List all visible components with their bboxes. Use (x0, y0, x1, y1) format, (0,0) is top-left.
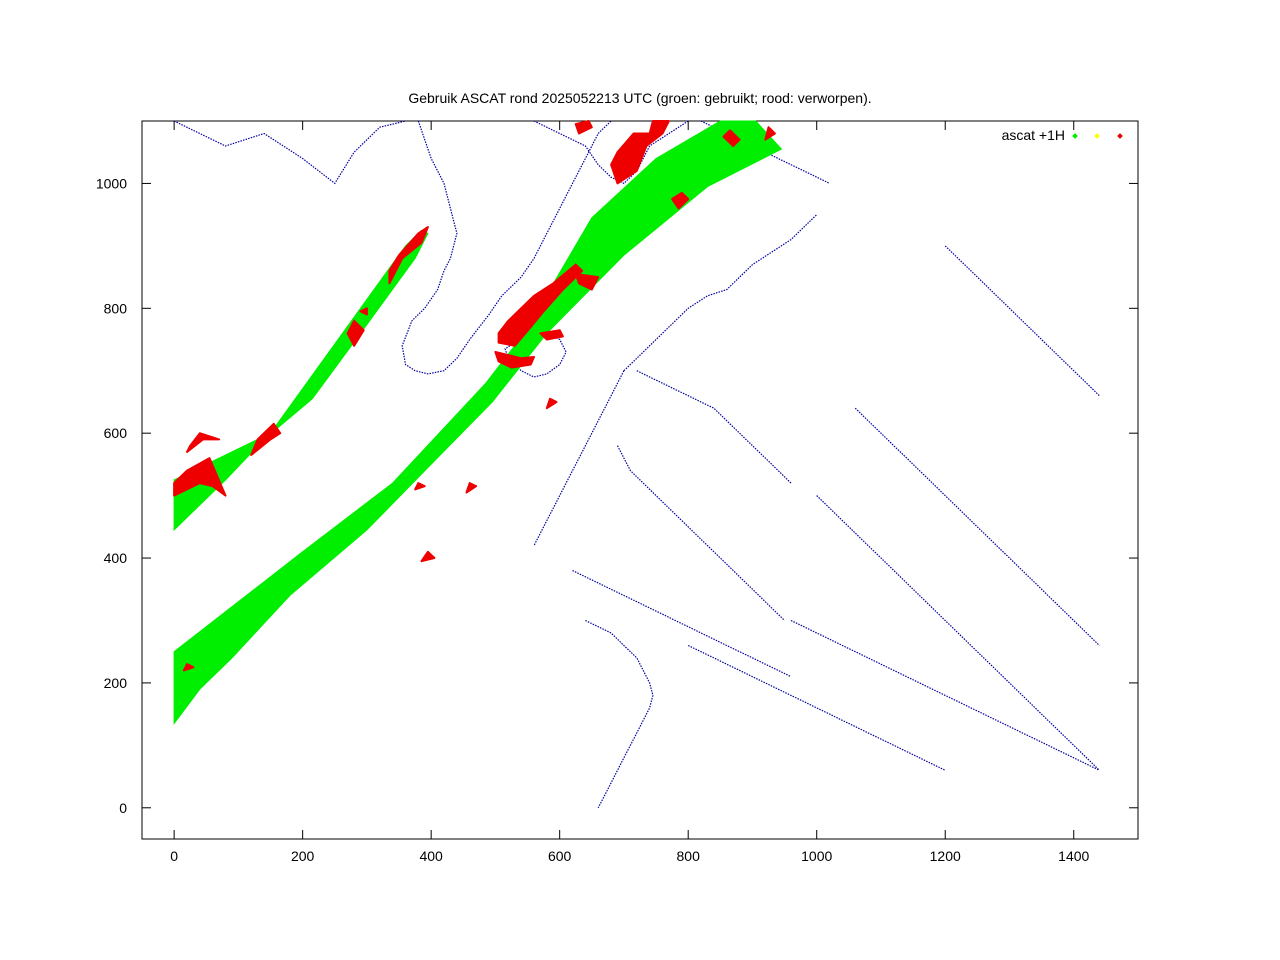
rejected-region (465, 482, 478, 494)
x-axis: 0 200 400 600 800 1000 1200 1400 (170, 121, 1090, 864)
y-tick-label: 0 (119, 800, 127, 816)
used-observations-layer (173, 120, 783, 726)
coastline-path (572, 569, 792, 678)
coastline-layer (173, 120, 1100, 809)
rejected-region (250, 422, 282, 456)
rejected-region (388, 226, 429, 285)
x-tick-label: 1000 (801, 848, 832, 864)
rejected-region (497, 263, 584, 347)
coastline-path (585, 619, 654, 809)
y-tick-label: 400 (104, 550, 128, 566)
legend-swatch-used (1072, 133, 1078, 139)
coastline-path (636, 370, 792, 484)
plot-frame (141, 120, 1139, 840)
rejected-region (545, 397, 558, 410)
x-tick-label: 400 (419, 848, 443, 864)
coastline-path (616, 445, 786, 621)
coastline-path (944, 245, 1100, 397)
rejected-region (346, 319, 365, 347)
rejected-region (722, 129, 741, 147)
rejected-region (182, 663, 195, 672)
rejected-region (574, 273, 600, 291)
y-axis: 0 200 400 600 800 1000 (96, 175, 1138, 816)
y-tick-label: 800 (104, 300, 128, 316)
x-tick-label: 600 (548, 848, 572, 864)
rejected-region (610, 132, 658, 185)
rejected-region (414, 482, 426, 491)
x-tick-label: 1400 (1058, 848, 1089, 864)
rejected-region (186, 432, 221, 453)
legend: ascat +1H (1002, 127, 1123, 143)
legend-label: ascat +1H (1002, 127, 1065, 143)
rejected-observations-layer (173, 120, 776, 672)
coastline-path (816, 495, 1100, 771)
y-tick-label: 1000 (96, 175, 127, 191)
legend-swatch-yellow (1094, 133, 1100, 139)
y-tick-label: 600 (104, 425, 128, 441)
rejected-region (539, 329, 564, 341)
rejected-region (173, 457, 227, 497)
y-tick-label: 200 (104, 675, 128, 691)
rejected-region (574, 120, 593, 135)
coastline-path (401, 120, 612, 375)
chart-title: Gebruik ASCAT rond 2025052213 UTC (groen… (408, 90, 871, 106)
x-tick-label: 200 (291, 848, 315, 864)
rejected-region (420, 550, 436, 563)
coastline-path (533, 370, 625, 546)
coastline-path (687, 644, 946, 771)
used-swath (173, 120, 783, 726)
rejected-region (494, 351, 535, 369)
coastline-path (790, 619, 1100, 771)
coastline-path (854, 407, 1100, 646)
rejected-region (645, 120, 670, 147)
x-tick-label: 800 (677, 848, 701, 864)
rejected-region (671, 191, 690, 210)
x-tick-label: 0 (170, 848, 178, 864)
coastline-path (173, 120, 406, 185)
rejected-region (764, 126, 776, 141)
legend-swatch-rejected (1117, 133, 1123, 139)
rejected-region (359, 307, 368, 316)
x-tick-label: 1200 (930, 848, 961, 864)
coastline-path (623, 214, 818, 372)
